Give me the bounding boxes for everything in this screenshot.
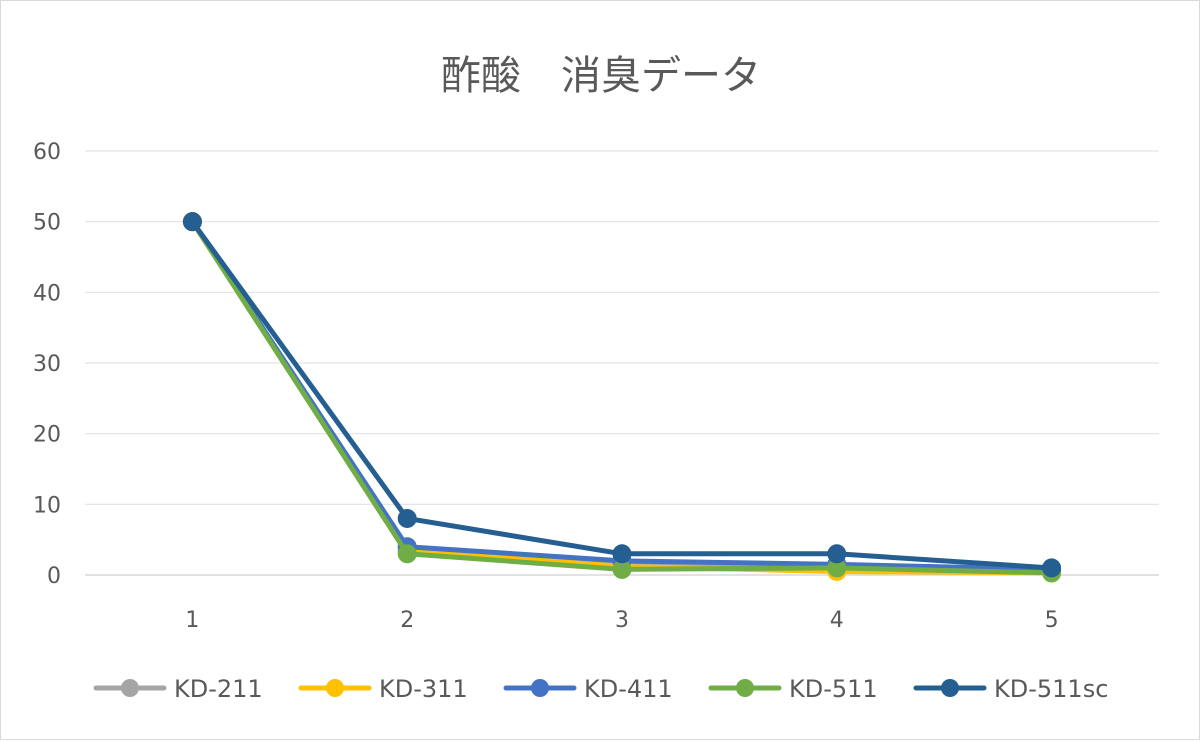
- legend-label: KD-211: [174, 675, 263, 703]
- y-tick-label: 60: [33, 140, 61, 165]
- chart-title: 酢酸 消臭データ: [441, 53, 761, 99]
- x-axis-ticks: 1 2 3 4 5: [185, 608, 1058, 633]
- x-tick-label: 1: [185, 608, 199, 633]
- legend-item: KD-411: [503, 675, 673, 703]
- y-tick-label: 40: [33, 281, 61, 306]
- series-kd-411: [182, 212, 1062, 579]
- series-kd-511sc: [182, 212, 1062, 578]
- grid-lines: [85, 150, 1159, 576]
- series-kd-311: [182, 212, 1062, 583]
- legend-item: KD-311: [298, 675, 468, 703]
- legend-marker: [531, 679, 549, 697]
- legend-label: KD-311: [379, 675, 468, 703]
- legend-item: KD-211: [93, 675, 263, 703]
- data-point: [397, 544, 417, 564]
- legend-item: KD-511: [708, 675, 878, 703]
- legend-label: KD-511sc: [994, 675, 1108, 703]
- legend-marker: [941, 679, 959, 697]
- y-axis-ticks: 0 10 20 30 40 50 60: [33, 140, 61, 589]
- y-tick-label: 30: [33, 352, 61, 377]
- data-point: [182, 212, 202, 232]
- x-tick-label: 2: [400, 608, 414, 633]
- y-tick-label: 0: [47, 564, 61, 589]
- x-tick-label: 4: [830, 608, 844, 633]
- x-tick-label: 3: [615, 608, 629, 633]
- legend-item: KD-511sc: [913, 675, 1108, 703]
- legend-marker: [326, 679, 344, 697]
- series-lines: [182, 212, 1062, 583]
- x-tick-label: 5: [1045, 608, 1059, 633]
- y-tick-label: 50: [33, 211, 61, 236]
- data-point: [827, 544, 847, 564]
- y-tick-label: 20: [33, 423, 61, 448]
- data-point: [612, 544, 632, 564]
- series-line: [189, 219, 1055, 571]
- legend: KD-211 KD-311 KD-411 KD-511 KD-511sc: [93, 675, 1108, 703]
- series-kd-211: [182, 212, 1062, 581]
- data-point: [397, 508, 417, 528]
- legend-marker: [121, 679, 139, 697]
- data-point: [1042, 558, 1062, 578]
- legend-label: KD-511: [789, 675, 878, 703]
- y-tick-label: 10: [33, 493, 61, 518]
- legend-label: KD-411: [584, 675, 673, 703]
- legend-marker: [736, 679, 754, 697]
- series-kd-511: [182, 212, 1062, 583]
